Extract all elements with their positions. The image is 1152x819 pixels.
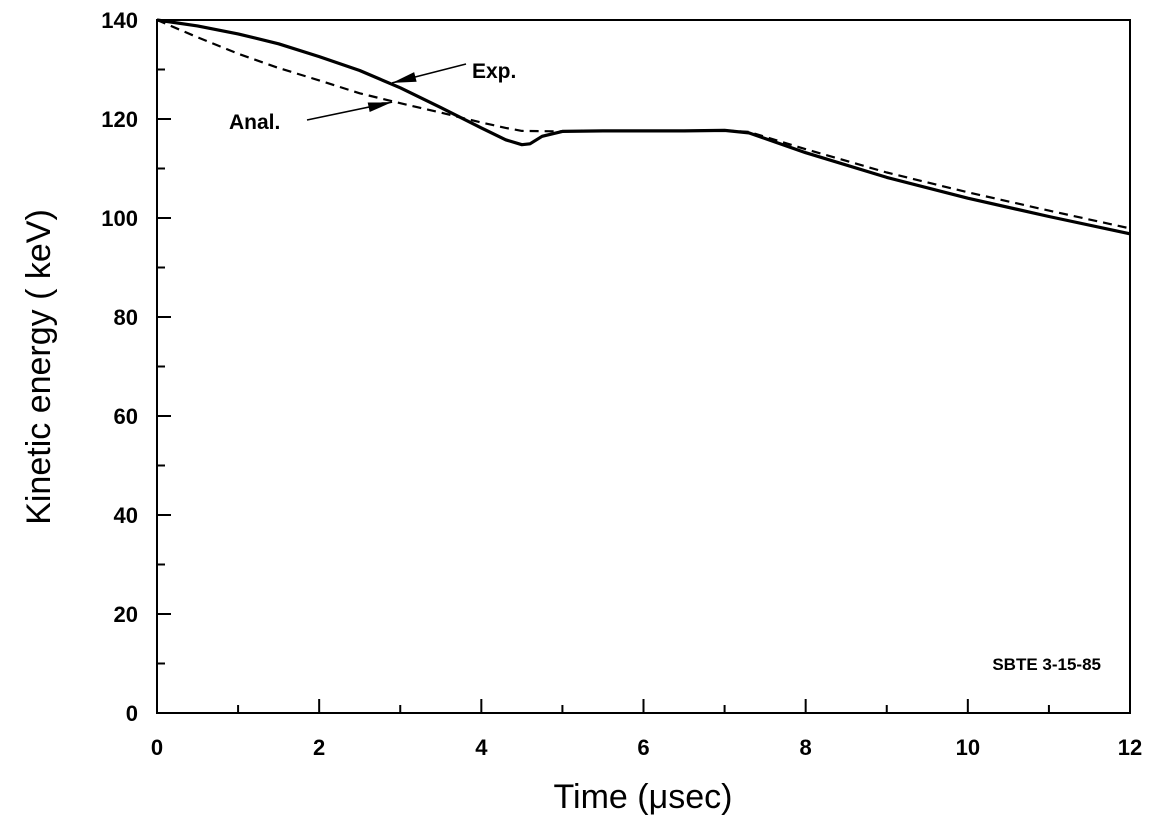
x-tick-label: 8 bbox=[800, 735, 812, 760]
y-tick-label: 60 bbox=[114, 404, 138, 429]
series-line-exp bbox=[156, 18, 1131, 236]
x-tick-label: 6 bbox=[637, 735, 649, 760]
annotation-stamp: SBTE 3-15-85 bbox=[992, 655, 1101, 674]
y-tick-label: 0 bbox=[126, 701, 138, 726]
plot-frame bbox=[156, 19, 1131, 714]
series-layer bbox=[156, 18, 1131, 236]
y-tick-label: 100 bbox=[101, 206, 138, 231]
x-tick-label: 4 bbox=[475, 735, 488, 760]
y-tick-label: 20 bbox=[114, 602, 138, 627]
x-axis-title: Time (μsec) bbox=[554, 778, 733, 816]
annotation-exp-arrow-head bbox=[392, 72, 417, 83]
x-tick-label: 0 bbox=[151, 735, 163, 760]
y-axis-title: Kinetic energy ( keV) bbox=[20, 209, 58, 525]
y-tick-label: 80 bbox=[114, 305, 138, 330]
y-tick-label: 140 bbox=[101, 8, 138, 33]
y-tick-label: 40 bbox=[114, 503, 138, 528]
series-line-anal bbox=[156, 18, 1131, 230]
annotations: Exp. Anal. SBTE 3-15-85 bbox=[229, 60, 1101, 674]
y-tick-label: 120 bbox=[101, 107, 138, 132]
annotation-exp: Exp. bbox=[472, 60, 516, 83]
annotation-anal-arrow-head bbox=[367, 102, 393, 112]
x-tick-label: 12 bbox=[1118, 735, 1142, 760]
annotation-anal: Anal. bbox=[229, 111, 280, 134]
x-tick-label: 2 bbox=[313, 735, 325, 760]
x-tick-label: 10 bbox=[956, 735, 980, 760]
axis-ticks bbox=[156, 19, 1131, 714]
